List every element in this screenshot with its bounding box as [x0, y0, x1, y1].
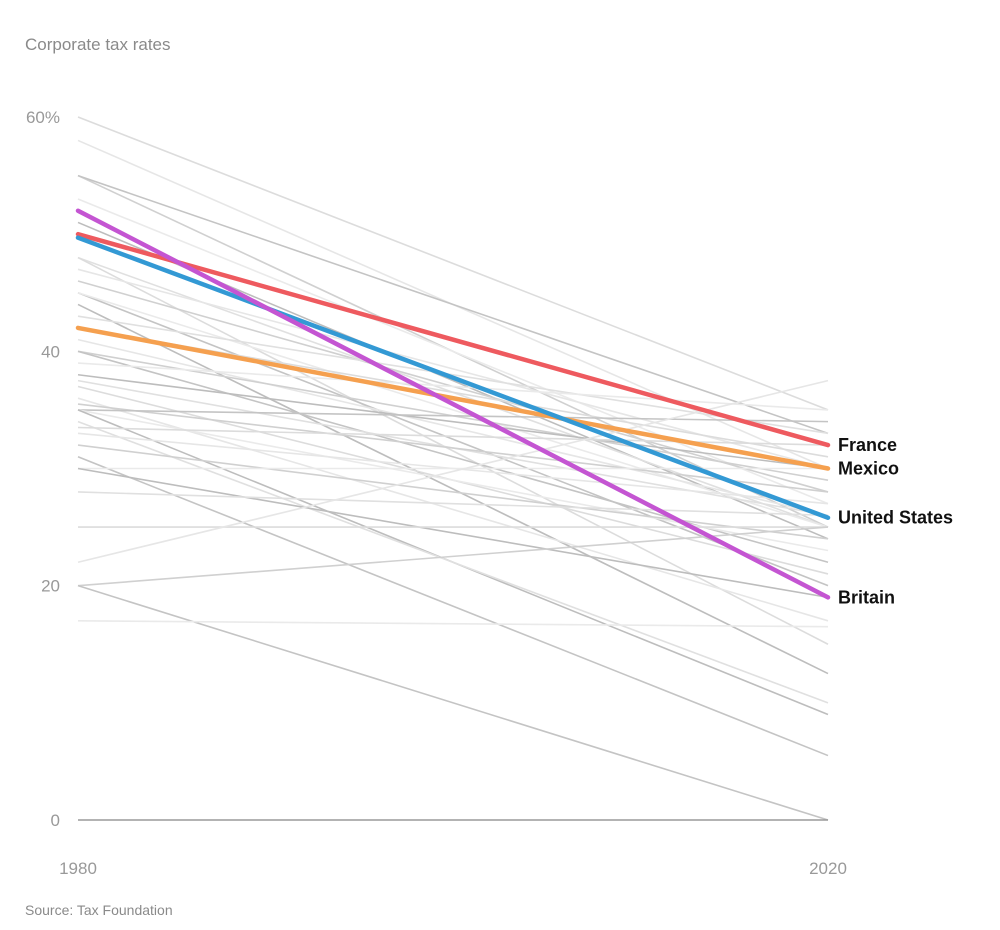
y-tick-label: 60%	[26, 108, 60, 127]
highlight-lines	[75, 208, 831, 600]
background-series-line	[77, 350, 829, 564]
background-series-line	[77, 620, 829, 628]
background-series-line	[77, 198, 829, 505]
background-series-line	[77, 315, 829, 435]
series-line-mexico	[75, 325, 831, 471]
source-note: Source: Tax Foundation	[25, 902, 173, 918]
background-series-line	[77, 373, 829, 470]
background-series-line	[77, 526, 829, 587]
x-tick-label: 2020	[809, 859, 847, 878]
background-series-line	[77, 426, 829, 446]
background-series-line	[77, 403, 829, 493]
series-label-britain: Britain	[838, 587, 895, 607]
background-series-line	[77, 291, 829, 528]
background-series-line	[77, 491, 829, 517]
series-label-france: France	[838, 435, 897, 455]
x-tick-label: 1980	[59, 859, 97, 878]
series-label-mexico: Mexico	[838, 459, 899, 479]
x-axis-ticks: 1980 2020	[59, 859, 847, 878]
background-series-line	[77, 362, 829, 411]
series-labels: France Mexico United States Britain	[838, 435, 953, 607]
background-series-line	[77, 116, 829, 411]
y-tick-label: 0	[51, 811, 60, 830]
series-line-france	[75, 231, 831, 448]
background-series-line	[77, 256, 829, 645]
background-series-line	[77, 456, 829, 757]
y-tick-label: 40	[41, 342, 60, 361]
background-series-line	[77, 420, 829, 704]
y-axis-ticks: 0 20 40 60%	[26, 108, 60, 830]
series-label-united-states: United States	[838, 508, 953, 528]
background-series-line	[77, 409, 829, 423]
background-series-line	[77, 584, 829, 821]
y-tick-label: 20	[41, 577, 60, 596]
background-series-line	[77, 444, 829, 540]
background-series-line	[77, 174, 829, 435]
series-line-britain	[75, 208, 831, 600]
y-axis-title: Corporate tax rates	[25, 35, 171, 54]
background-series-line	[77, 303, 829, 675]
background-series-line	[77, 467, 829, 599]
background-series-line	[77, 409, 829, 552]
background-series-line	[77, 397, 829, 622]
background-series-line	[77, 338, 829, 517]
background-lines	[77, 116, 829, 821]
series-line-united-states	[75, 235, 831, 520]
background-series-line	[77, 379, 829, 564]
